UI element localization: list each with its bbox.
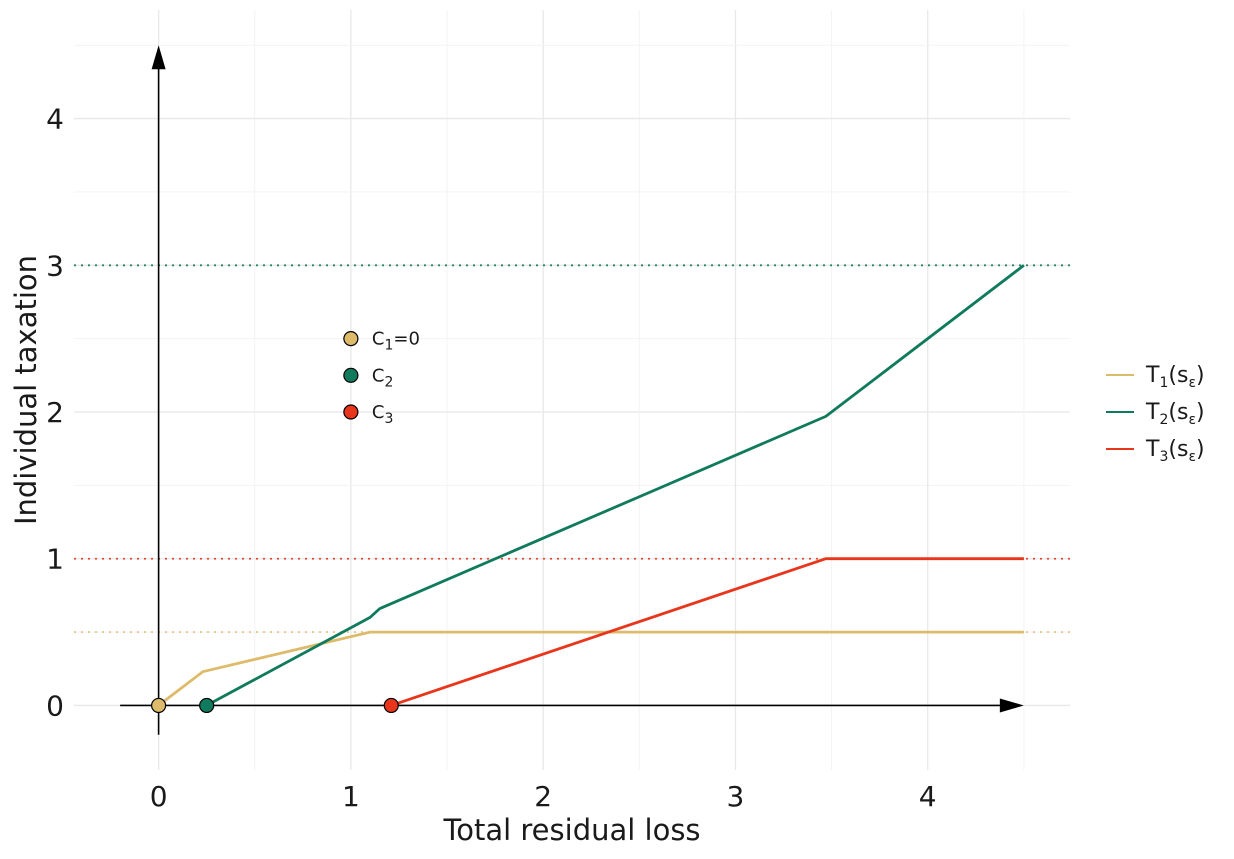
y-tick-label-3: 3 xyxy=(46,249,64,282)
axes xyxy=(120,45,1024,735)
legend: T1(sε) T2(sε) T3(sε) xyxy=(1106,363,1205,465)
point-markers xyxy=(151,697,399,714)
y-axis-title: Individual taxation xyxy=(9,255,43,525)
x-tick-label-2: 2 xyxy=(534,780,552,813)
point-legend: C1=0 C2 C3 xyxy=(343,329,420,427)
series-lines xyxy=(157,264,1025,707)
x-tick-label-0: 0 xyxy=(150,780,168,813)
tick-labels: 0 1 2 3 4 0 1 2 3 4 xyxy=(46,103,936,813)
series-line-3 xyxy=(390,557,1024,707)
grid xyxy=(74,10,1070,770)
y-tick-label-1: 1 xyxy=(46,543,64,576)
series-line-2 xyxy=(206,264,1025,707)
series-line-1 xyxy=(157,630,1024,707)
point-marker-c1 xyxy=(151,697,167,714)
legend-label-3: T3(sε) xyxy=(1145,437,1205,465)
point-legend-label-c3: C3 xyxy=(372,402,394,427)
point-legend-label-c2: C2 xyxy=(372,365,394,390)
x-tick-label-3: 3 xyxy=(727,780,745,813)
y-tick-label-0: 0 xyxy=(46,689,64,722)
x-tick-label-4: 4 xyxy=(919,780,937,813)
legend-label-2: T2(sε) xyxy=(1145,400,1205,428)
y-axis-arrowhead xyxy=(151,45,166,70)
point-legend-marker-c3 xyxy=(343,404,359,420)
x-axis-arrowhead xyxy=(999,698,1024,713)
point-legend-label-c1: C1=0 xyxy=(372,329,420,354)
cap-lines xyxy=(74,264,1070,633)
point-legend-marker-c1 xyxy=(343,331,359,347)
x-axis-title: Total residual loss xyxy=(442,813,700,847)
point-marker-c3 xyxy=(383,697,399,714)
y-tick-label-4: 4 xyxy=(46,103,64,136)
point-legend-marker-c2 xyxy=(343,367,359,383)
legend-label-1: T1(sε) xyxy=(1145,363,1205,391)
x-tick-label-1: 1 xyxy=(342,780,360,813)
point-marker-c2 xyxy=(199,697,215,714)
y-tick-label-2: 2 xyxy=(46,396,64,429)
